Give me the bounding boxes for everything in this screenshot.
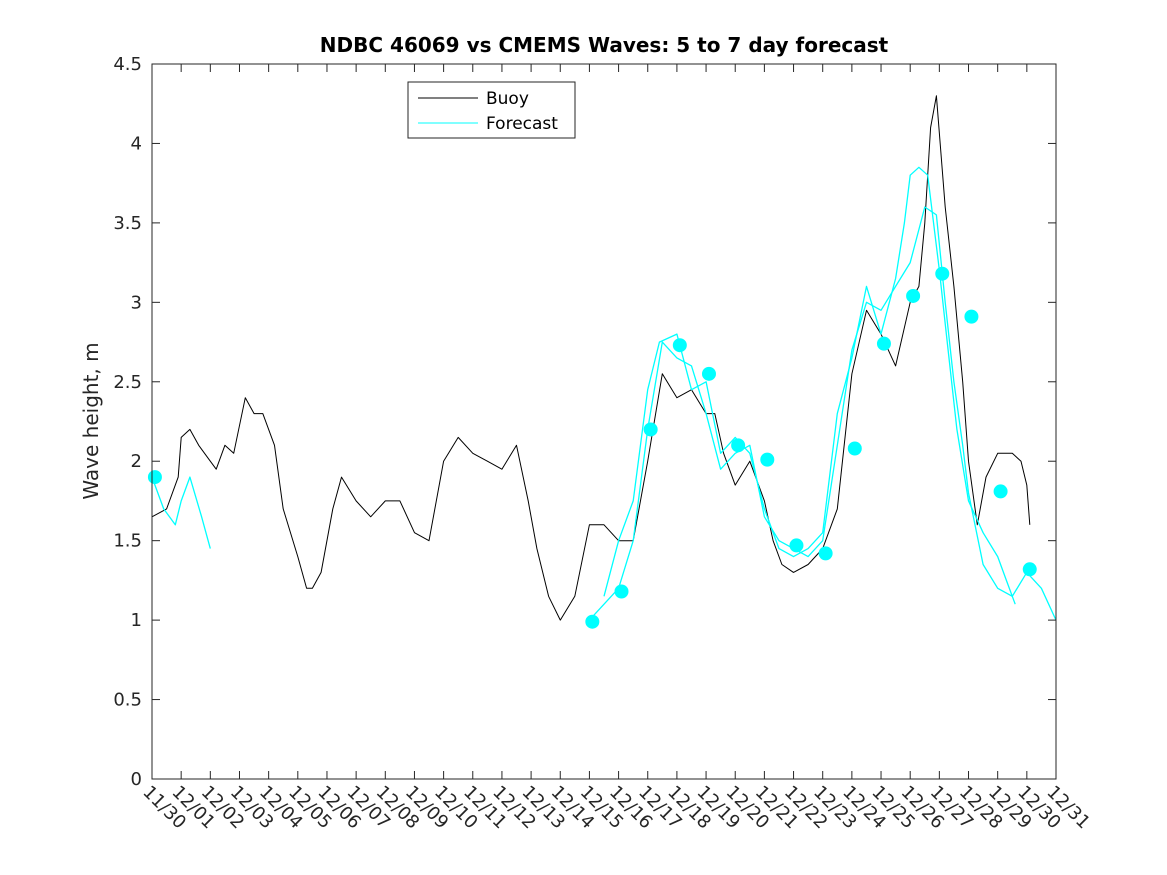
forecast-point: [789, 538, 804, 553]
forecast-point: [818, 546, 833, 561]
y-tick-label: 3: [131, 292, 142, 313]
forecast-point: [906, 288, 921, 303]
y-tick-label: 3.5: [113, 213, 142, 234]
forecast-point: [964, 309, 979, 324]
forecast-point: [1022, 562, 1037, 577]
series-layer: [151, 95, 1057, 621]
y-tick-label: 4.5: [113, 54, 142, 75]
marker-layer: [147, 266, 1037, 629]
y-axis: 0 0.5 1 1.5 2 2.5 3 3.5 4 4.5: [113, 54, 1056, 790]
legend: Buoy Forecast: [407, 81, 576, 139]
y-tick-label: 4: [131, 133, 142, 154]
chart-title: NDBC 46069 vs CMEMS Waves: 5 to 7 day fo…: [320, 33, 889, 57]
buoy-series-line: [151, 95, 1031, 621]
forecast-series-line: [603, 166, 1016, 605]
plot-frame: [151, 63, 1057, 780]
forecast-point: [701, 366, 716, 381]
forecast-point: [993, 484, 1008, 499]
y-tick-label: 1.5: [113, 531, 142, 552]
y-tick-label: 0.5: [113, 690, 142, 711]
legend-label-forecast: Forecast: [486, 114, 558, 134]
forecast-point: [935, 266, 950, 281]
forecast-point: [614, 584, 629, 599]
y-tick-label: 2: [131, 451, 142, 472]
forecast-point: [585, 614, 600, 629]
forecast-point: [760, 452, 775, 467]
forecast-point: [847, 441, 862, 456]
forecast-point: [731, 438, 746, 453]
forecast-point: [643, 422, 658, 437]
forecast-point: [672, 338, 687, 353]
legend-label-buoy: Buoy: [486, 89, 529, 109]
y-tick-label: 1: [131, 610, 142, 631]
y-tick-label: 2.5: [113, 372, 142, 393]
forecast-point: [147, 470, 162, 485]
forecast-series-line: [151, 476, 211, 549]
y-axis-label: Wave height, m: [79, 342, 103, 499]
y-tick-label: 0: [131, 769, 142, 790]
x-axis: 11/3012/0112/0212/0312/0412/0512/0612/07…: [138, 64, 1094, 833]
legend-box: [407, 81, 576, 139]
forecast-point: [876, 336, 891, 351]
forecast-series-line: [588, 206, 1057, 621]
